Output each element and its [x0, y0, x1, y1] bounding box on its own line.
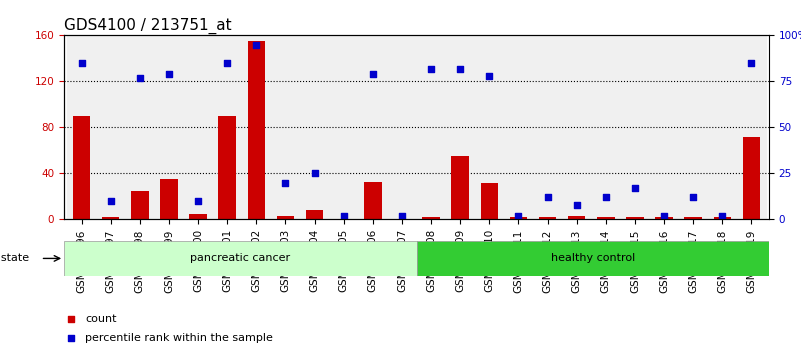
Point	[221, 60, 234, 66]
Point	[191, 198, 204, 204]
Bar	[276, 216, 294, 219]
Bar	[481, 183, 498, 219]
Text: disease state: disease state	[0, 253, 29, 263]
Point	[134, 75, 147, 81]
Bar	[248, 41, 265, 219]
Point	[716, 213, 729, 219]
Bar	[597, 217, 614, 219]
Bar	[189, 214, 207, 219]
Point	[483, 73, 496, 79]
Bar	[685, 217, 702, 219]
Bar	[131, 191, 148, 219]
Bar	[183, 35, 212, 219]
Point	[425, 66, 437, 72]
Text: percentile rank within the sample: percentile rank within the sample	[85, 333, 273, 343]
Point	[570, 202, 583, 207]
Point	[512, 213, 525, 219]
Point	[337, 213, 350, 219]
FancyBboxPatch shape	[64, 241, 417, 276]
Bar	[300, 35, 329, 219]
Bar	[509, 217, 527, 219]
Bar	[737, 35, 766, 219]
Bar	[708, 35, 737, 219]
Text: pancreatic cancer: pancreatic cancer	[190, 253, 290, 263]
Bar	[160, 179, 178, 219]
Point	[250, 42, 263, 47]
FancyBboxPatch shape	[417, 241, 769, 276]
Point	[163, 71, 175, 77]
Bar	[242, 35, 271, 219]
Bar	[388, 35, 417, 219]
Bar	[96, 35, 125, 219]
Bar	[329, 35, 358, 219]
Point	[599, 195, 612, 200]
Bar	[678, 35, 708, 219]
Bar	[155, 35, 183, 219]
Bar	[626, 217, 644, 219]
Point	[279, 180, 292, 185]
Point	[474, 72, 487, 78]
Bar	[417, 35, 445, 219]
Bar	[219, 116, 236, 219]
Point	[104, 198, 117, 204]
Bar	[102, 217, 119, 219]
Bar	[306, 210, 324, 219]
Bar	[655, 217, 673, 219]
Text: GDS4100 / 213751_at: GDS4100 / 213751_at	[64, 18, 231, 34]
Point	[474, 246, 487, 251]
Point	[308, 171, 321, 176]
Point	[629, 185, 642, 191]
Bar	[271, 35, 300, 219]
Bar	[212, 35, 242, 219]
Bar	[568, 216, 586, 219]
Bar	[533, 35, 562, 219]
Bar	[562, 35, 591, 219]
Point	[541, 195, 554, 200]
Bar	[125, 35, 155, 219]
Bar	[73, 116, 91, 219]
Bar	[364, 182, 381, 219]
Bar	[650, 35, 678, 219]
Point	[396, 213, 409, 219]
Bar	[621, 35, 650, 219]
Bar	[452, 156, 469, 219]
Point	[75, 60, 88, 66]
Bar	[358, 35, 388, 219]
Bar	[539, 217, 557, 219]
Bar	[591, 35, 621, 219]
Bar	[445, 35, 475, 219]
Bar	[743, 137, 760, 219]
Text: count: count	[85, 314, 117, 324]
Bar	[475, 35, 504, 219]
Point	[686, 195, 699, 200]
Point	[745, 60, 758, 66]
Bar	[422, 217, 440, 219]
Point	[366, 71, 379, 77]
Text: healthy control: healthy control	[550, 253, 635, 263]
Bar	[67, 35, 96, 219]
Point	[658, 213, 670, 219]
Bar	[714, 217, 731, 219]
Bar	[504, 35, 533, 219]
Point	[454, 66, 467, 72]
